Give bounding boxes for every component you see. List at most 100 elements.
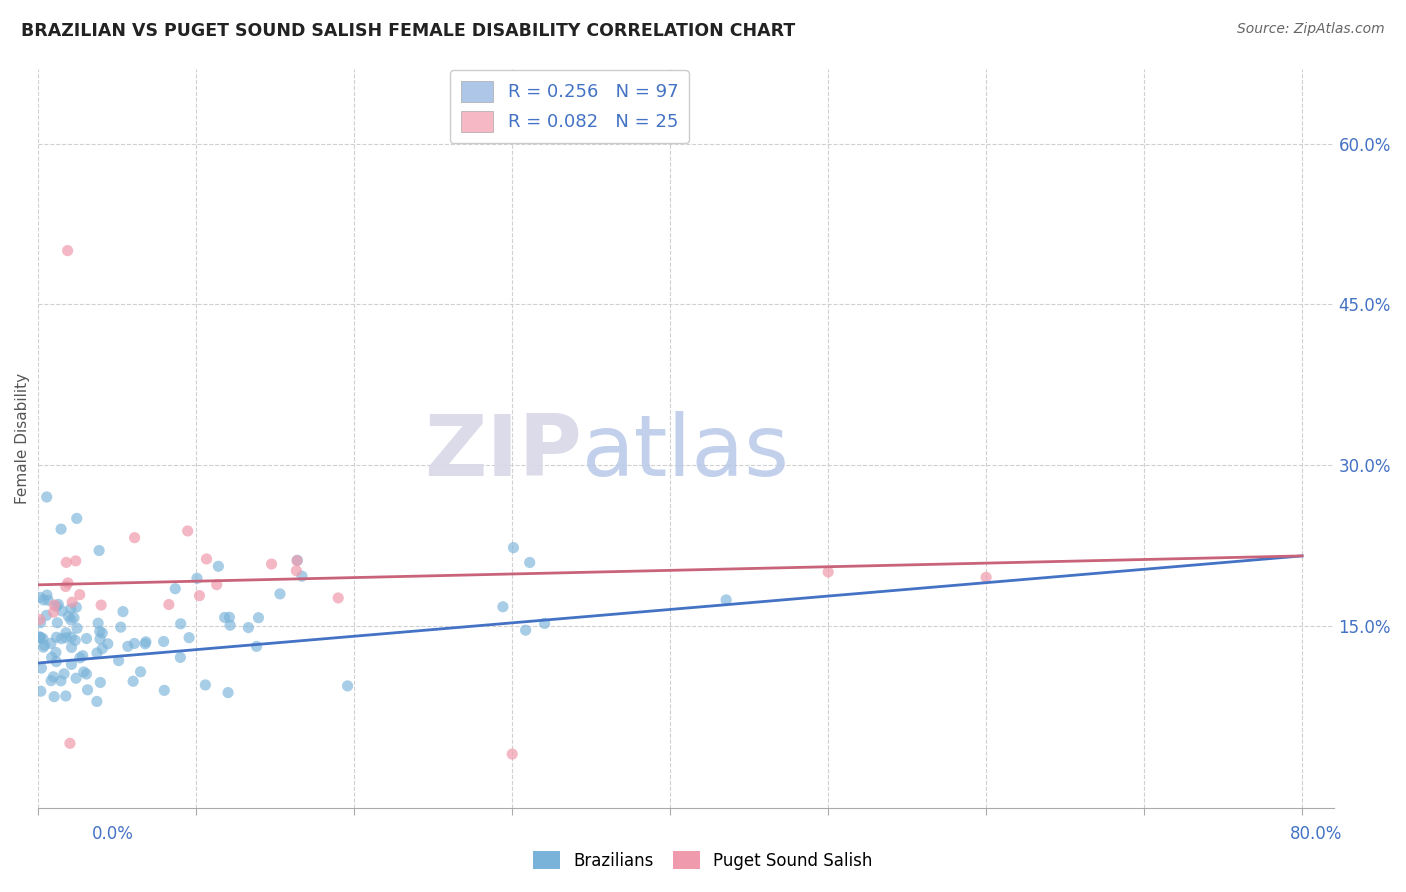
Point — [37, 593, 59, 607]
Legend: Brazilians, Puget Sound Salish: Brazilians, Puget Sound Salish — [526, 845, 880, 877]
Point — [974, 570, 997, 584]
Point — [214, 610, 236, 624]
Point — [55, 689, 77, 703]
Point — [65, 600, 87, 615]
Point — [260, 557, 283, 571]
Point — [188, 589, 211, 603]
Point — [97, 637, 120, 651]
Point — [515, 623, 537, 637]
Point — [35, 490, 58, 504]
Point — [28, 613, 51, 627]
Point — [73, 665, 96, 679]
Point — [107, 654, 129, 668]
Point — [207, 559, 229, 574]
Y-axis label: Female Disability: Female Disability — [15, 373, 30, 504]
Point — [60, 595, 83, 609]
Point — [55, 580, 77, 594]
Point — [60, 657, 83, 672]
Point — [170, 616, 193, 631]
Point — [135, 635, 157, 649]
Point — [195, 552, 218, 566]
Point — [110, 620, 132, 634]
Point — [32, 632, 55, 646]
Point — [65, 554, 87, 568]
Point — [34, 638, 56, 652]
Point — [157, 598, 180, 612]
Text: 0.0%: 0.0% — [91, 825, 134, 843]
Point — [291, 569, 314, 583]
Point — [75, 667, 97, 681]
Point — [51, 604, 73, 618]
Point — [205, 577, 228, 591]
Point — [42, 690, 65, 704]
Point — [218, 610, 240, 624]
Point — [32, 592, 55, 607]
Point — [285, 564, 308, 578]
Point — [56, 244, 79, 258]
Point — [45, 655, 67, 669]
Point — [86, 646, 108, 660]
Point — [165, 582, 187, 596]
Point — [60, 630, 83, 644]
Point — [176, 524, 198, 538]
Point — [153, 683, 176, 698]
Point — [76, 682, 98, 697]
Point — [69, 588, 91, 602]
Point — [238, 621, 260, 635]
Text: atlas: atlas — [582, 411, 790, 494]
Point — [86, 694, 108, 708]
Point — [247, 610, 270, 624]
Point — [179, 631, 201, 645]
Point — [56, 576, 79, 591]
Point — [59, 736, 82, 750]
Point — [501, 747, 523, 761]
Point — [72, 648, 94, 663]
Point — [169, 650, 191, 665]
Point — [328, 591, 350, 605]
Point — [152, 634, 174, 648]
Point — [66, 511, 89, 525]
Point — [46, 598, 69, 612]
Point — [41, 650, 63, 665]
Point — [124, 531, 146, 545]
Point — [46, 615, 69, 630]
Point — [69, 650, 91, 665]
Point — [714, 593, 737, 607]
Point — [30, 631, 52, 645]
Text: ZIP: ZIP — [425, 411, 582, 494]
Point — [35, 588, 58, 602]
Point — [30, 661, 52, 675]
Text: 80.0%: 80.0% — [1291, 825, 1343, 843]
Point — [60, 640, 83, 655]
Point — [186, 571, 208, 585]
Point — [30, 684, 52, 698]
Point — [217, 685, 239, 699]
Point — [45, 630, 67, 644]
Point — [49, 522, 72, 536]
Point — [42, 605, 65, 619]
Point — [55, 625, 77, 640]
Point — [817, 565, 839, 579]
Point — [129, 665, 152, 679]
Point — [219, 618, 242, 632]
Point — [502, 541, 524, 555]
Point — [59, 601, 82, 615]
Point — [89, 675, 111, 690]
Legend: R = 0.256   N = 97, R = 0.082   N = 25: R = 0.256 N = 97, R = 0.082 N = 25 — [450, 70, 689, 143]
Point — [91, 641, 114, 656]
Point — [65, 671, 87, 685]
Point — [63, 611, 86, 625]
Point — [134, 637, 156, 651]
Point — [45, 645, 67, 659]
Point — [245, 640, 267, 654]
Point — [66, 621, 89, 635]
Point — [89, 624, 111, 639]
Point — [51, 632, 73, 646]
Point — [519, 556, 541, 570]
Point — [58, 609, 80, 624]
Point — [42, 670, 65, 684]
Point — [55, 555, 77, 569]
Point — [285, 554, 308, 568]
Point — [87, 543, 110, 558]
Point — [336, 679, 359, 693]
